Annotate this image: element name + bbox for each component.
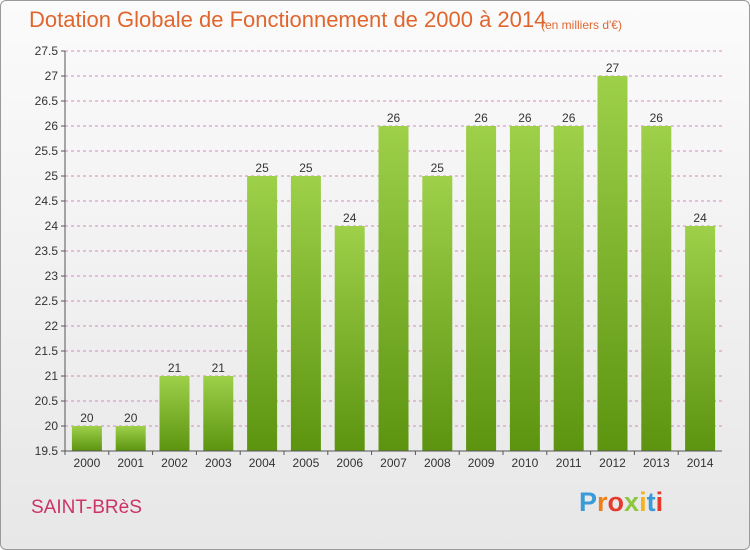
x-tick-label-2008: 2008 bbox=[424, 456, 451, 470]
bar-2001 bbox=[115, 426, 146, 451]
y-tick-label: 26 bbox=[45, 119, 59, 133]
data-label-2001: 20 bbox=[124, 411, 138, 425]
y-tick-label: 20.5 bbox=[35, 394, 59, 408]
data-label-2002: 21 bbox=[168, 361, 182, 375]
data-label-2008: 25 bbox=[431, 161, 445, 175]
y-tick-label: 25.5 bbox=[35, 144, 59, 158]
data-label-2009: 26 bbox=[474, 111, 488, 125]
y-tick-label: 24.5 bbox=[35, 194, 59, 208]
y-tick-label: 19.5 bbox=[35, 444, 59, 458]
bar-2012 bbox=[597, 76, 628, 451]
x-tick-label-2000: 2000 bbox=[74, 456, 101, 470]
y-tick-label: 27 bbox=[45, 69, 59, 83]
logo-letter: i bbox=[655, 487, 664, 517]
x-tick-label-2013: 2013 bbox=[643, 456, 670, 470]
x-tick-label-2005: 2005 bbox=[293, 456, 320, 470]
y-tick-label: 23 bbox=[45, 269, 59, 283]
x-tick-label-2014: 2014 bbox=[687, 456, 714, 470]
x-tick-label-2006: 2006 bbox=[336, 456, 363, 470]
data-label-2003: 21 bbox=[212, 361, 226, 375]
logo-letter: i bbox=[639, 487, 647, 517]
logo-letter: P bbox=[579, 487, 598, 517]
x-tick-label-2011: 2011 bbox=[556, 456, 582, 470]
data-label-2007: 26 bbox=[387, 111, 401, 125]
y-tick-label: 23.5 bbox=[35, 244, 59, 258]
x-tick-label-2007: 2007 bbox=[380, 456, 407, 470]
bar-2003 bbox=[203, 376, 234, 451]
y-tick-label: 22 bbox=[45, 319, 59, 333]
y-tick-label: 27.5 bbox=[35, 44, 59, 58]
proxiti-logo: Proxiti bbox=[579, 487, 663, 518]
x-tick-label-2009: 2009 bbox=[468, 456, 495, 470]
data-label-2005: 25 bbox=[299, 161, 313, 175]
axes bbox=[64, 51, 722, 452]
y-tick-label: 26.5 bbox=[35, 94, 59, 108]
y-tick-label: 25 bbox=[45, 169, 59, 183]
data-label-2013: 26 bbox=[650, 111, 664, 125]
bar-2000 bbox=[71, 426, 102, 451]
x-tick-label-2001: 2001 bbox=[117, 456, 144, 470]
logo-letter: x bbox=[624, 487, 640, 517]
bar-2004 bbox=[247, 176, 278, 451]
data-label-2006: 24 bbox=[343, 211, 357, 225]
y-tick-labels: 19.5 20 20.5 21 21.5 22 22.5 23 23.5 24 24.5 25 25.5… bbox=[35, 44, 59, 458]
y-tick-label: 22.5 bbox=[35, 294, 59, 308]
bar-2014 bbox=[685, 226, 716, 451]
x-tick-label-2002: 2002 bbox=[161, 456, 188, 470]
bars bbox=[71, 76, 716, 451]
bar-2002 bbox=[159, 376, 190, 451]
bar-2007 bbox=[378, 126, 409, 451]
bar-2011 bbox=[553, 126, 584, 451]
data-label-2000: 20 bbox=[80, 411, 94, 425]
data-label-2011: 26 bbox=[562, 111, 576, 125]
data-label-2010: 26 bbox=[518, 111, 532, 125]
y-tick-label: 21.5 bbox=[35, 344, 59, 358]
y-tick-label: 24 bbox=[45, 219, 59, 233]
chart-title: Dotation Globale de Fonctionnement de 20… bbox=[29, 7, 547, 32]
bar-2013 bbox=[641, 126, 672, 451]
y-tick-label: 21 bbox=[45, 369, 59, 383]
bar-2010 bbox=[509, 126, 540, 451]
chart-subtitle: (en milliers d'€) bbox=[541, 18, 622, 32]
y-tick-label: 20 bbox=[45, 419, 59, 433]
logo-letter: r bbox=[597, 487, 608, 517]
commune-name: SAINT-BRèS bbox=[31, 497, 142, 518]
bar-2009 bbox=[466, 126, 497, 451]
logo-letter: t bbox=[646, 487, 656, 517]
data-label-2014: 24 bbox=[693, 211, 707, 225]
data-label-2004: 25 bbox=[255, 161, 269, 175]
bar-2005 bbox=[290, 176, 321, 451]
bar-2008 bbox=[422, 176, 453, 451]
data-label-2012: 27 bbox=[606, 61, 620, 75]
data-labels: 20 20 21 21 25 25 24 26 25 26 26 26 27 26 24 bbox=[80, 61, 707, 425]
bar-2006 bbox=[334, 226, 365, 451]
x-tick-label-2012: 2012 bbox=[599, 456, 626, 470]
x-tick-label-2003: 2003 bbox=[205, 456, 232, 470]
x-tick-label-2004: 2004 bbox=[249, 456, 276, 470]
x-tick-label-2010: 2010 bbox=[512, 456, 539, 470]
logo-letter: o bbox=[607, 487, 625, 517]
x-tick-labels: 2000 2001 2002 2003 2004 2005 2006 2007 2008 2009… bbox=[64, 451, 714, 470]
